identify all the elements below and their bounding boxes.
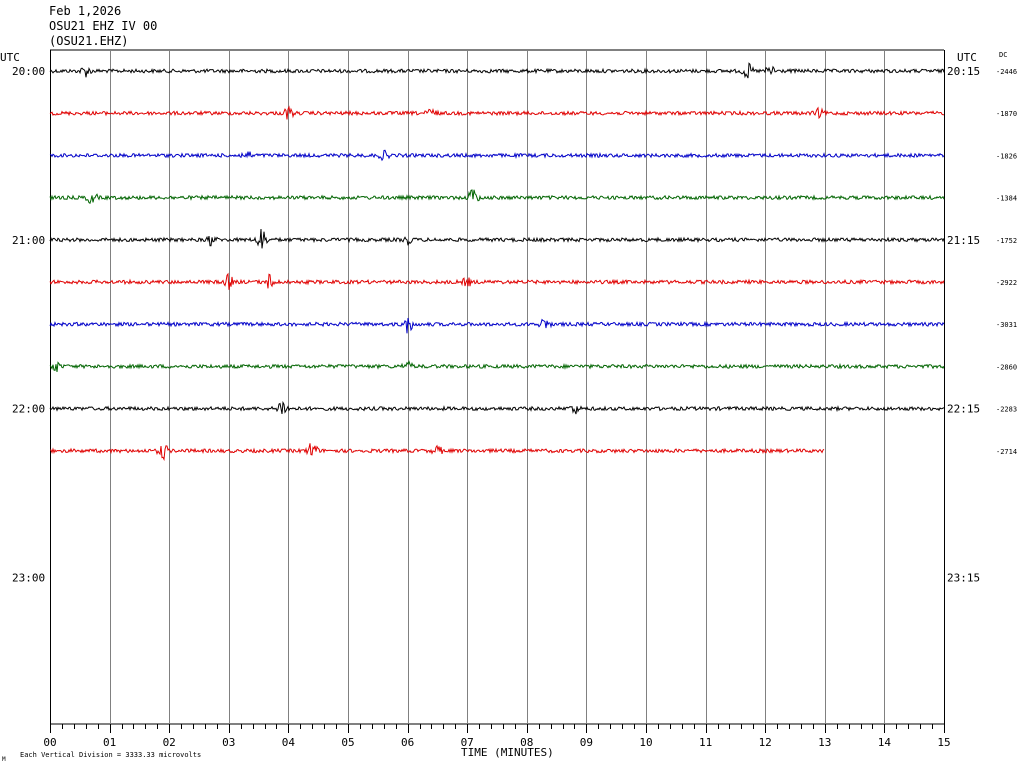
x-tick-label: 04	[282, 736, 296, 749]
left-utc-label: UTC	[0, 51, 20, 64]
seismic-trace	[49, 272, 945, 290]
dc-offset-value: -2922	[996, 279, 1017, 287]
dc-offset-value: -1752	[996, 237, 1017, 245]
seismic-trace	[49, 105, 944, 120]
x-tick-label: 15	[937, 736, 950, 749]
seismic-trace	[49, 317, 945, 334]
dc-offset-value: -2860	[996, 363, 1017, 371]
dc-offset-value: -1870	[996, 110, 1017, 118]
x-tick-label: 07	[461, 736, 474, 749]
x-tick-label: 13	[818, 736, 831, 749]
dc-offset-value: -2446	[996, 68, 1017, 76]
x-axis-title: TIME (MINUTES)	[461, 746, 554, 759]
station-code: (OSU21.EHZ)	[49, 34, 129, 48]
seismic-trace	[49, 228, 945, 249]
seismic-trace	[49, 62, 945, 79]
right-hour-label: 20:15	[947, 65, 980, 78]
seismic-trace	[50, 443, 825, 462]
x-tick-label: 06	[401, 736, 414, 749]
left-hour-label: 22:00	[12, 403, 45, 416]
x-tick-label: 00	[43, 736, 56, 749]
seismic-trace	[49, 189, 945, 204]
x-tick-label: 08	[520, 736, 533, 749]
trace-group	[49, 62, 945, 462]
x-tick-label: 12	[759, 736, 772, 749]
right-hour-label: 21:15	[947, 234, 980, 247]
seismic-trace	[49, 360, 945, 372]
dc-offset-value: -3031	[996, 321, 1017, 329]
x-tick-label: 05	[341, 736, 354, 749]
left-hour-label: 21:00	[12, 234, 45, 247]
corner-mark: M	[2, 756, 6, 763]
left-hour-label: 23:00	[12, 571, 45, 584]
dc-offset-value: -1826	[996, 152, 1017, 160]
right-utc-label: UTC	[957, 51, 977, 64]
seismic-trace	[49, 149, 945, 162]
dc-offset-header: DC	[999, 51, 1007, 59]
x-tick-label: 01	[103, 736, 116, 749]
x-tick-label: 02	[163, 736, 176, 749]
station-channel-title: OSU21 EHZ IV 00	[49, 19, 158, 33]
x-tick-label: 11	[699, 736, 712, 749]
right-hour-label: 23:15	[947, 571, 980, 584]
x-tick-label: 14	[878, 736, 892, 749]
scale-note: Each Vertical Division = 3333.33 microvo…	[20, 751, 201, 759]
plot-grid	[50, 49, 945, 733]
recording-date: Feb 1,2026	[49, 4, 122, 18]
seismic-trace	[49, 400, 945, 415]
x-tick-label: 09	[580, 736, 593, 749]
dc-offset-value: -1384	[996, 195, 1017, 203]
right-hour-label: 22:15	[947, 403, 980, 416]
x-tick-label: 10	[639, 736, 652, 749]
dc-offset-value: -2283	[996, 406, 1017, 414]
dc-offset-value: -2714	[996, 448, 1017, 456]
label-group: UTC UTC DC TIME (MINUTES) Each Vertical …	[0, 51, 1017, 763]
x-tick-label: 03	[222, 736, 235, 749]
left-hour-label: 20:00	[12, 65, 45, 78]
